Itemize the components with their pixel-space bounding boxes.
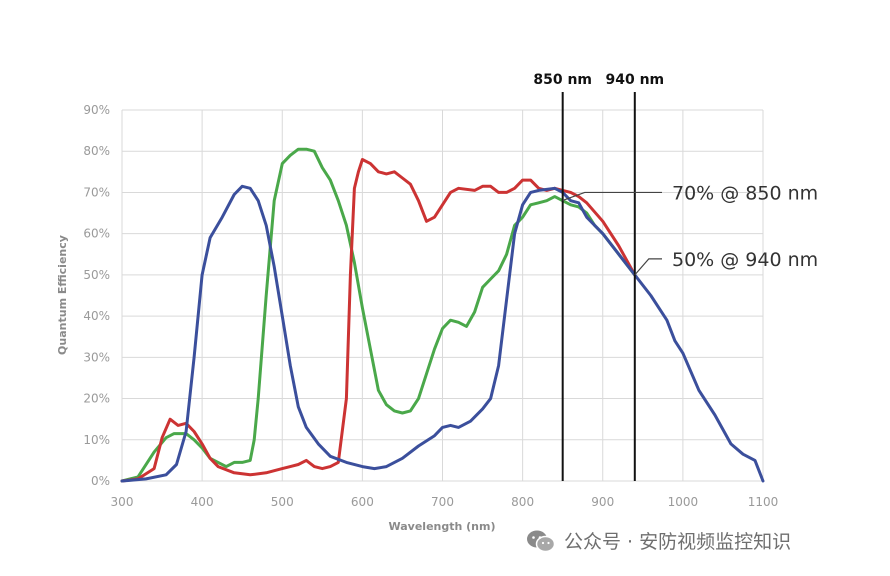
wechat-icon [527, 530, 556, 552]
watermark: 公众号 · 安防视频监控知识 [526, 527, 791, 554]
annotations: 70% @ 850 nm 50% @ 940 nm [562, 182, 818, 276]
series-line-1 [120, 147, 637, 483]
x-tick-label: 700 [431, 495, 454, 509]
x-tick-label: 800 [511, 495, 534, 509]
x-tick-label: 300 [111, 495, 134, 509]
y-tick-label: 80% [83, 144, 110, 158]
wavelength-markers: 850 nm 940 nm [533, 72, 664, 481]
marker-label-940: 940 nm [605, 72, 664, 88]
y-tick-label: 60% [83, 227, 110, 241]
y-tick-label: 10% [83, 433, 110, 447]
x-tick-label: 400 [191, 495, 214, 509]
y-tick-label: 0% [91, 474, 110, 488]
marker-label-850: 850 nm [533, 72, 592, 88]
series-lines [120, 147, 765, 483]
x-tick-label: 900 [591, 495, 614, 509]
y-tick-label: 30% [83, 350, 110, 364]
x-axis-label: Wavelength (nm) [389, 520, 496, 533]
y-tick-label: 90% [83, 103, 110, 117]
y-axis-label: Quantum Efficiency [56, 235, 69, 355]
annotation-leader-0 [562, 191, 662, 202]
annotation-label-1: 50% @ 940 nm [672, 249, 818, 271]
x-tick-labels: 300 400 500 600 700 800 900 1000 1100 [111, 495, 779, 509]
y-tick-label: 70% [83, 185, 110, 199]
grid [121, 109, 764, 482]
annotation-label-0: 70% @ 850 nm [672, 182, 818, 204]
x-tick-label: 1100 [748, 495, 779, 509]
x-tick-label: 1000 [668, 495, 699, 509]
y-tick-label: 20% [83, 392, 110, 406]
y-tick-label: 40% [83, 309, 110, 323]
series-line-0 [120, 184, 765, 483]
series-line-2 [120, 158, 637, 483]
annotation-leader-1 [634, 258, 662, 276]
y-tick-label: 50% [83, 268, 110, 282]
x-tick-label: 600 [351, 495, 374, 509]
y-tick-labels: 0% 10% 20% 30% 40% 50% 60% 70% 80% 90% [83, 103, 110, 488]
x-tick-label: 500 [271, 495, 294, 509]
watermark-text: 公众号 · 安防视频监控知识 [564, 531, 792, 553]
